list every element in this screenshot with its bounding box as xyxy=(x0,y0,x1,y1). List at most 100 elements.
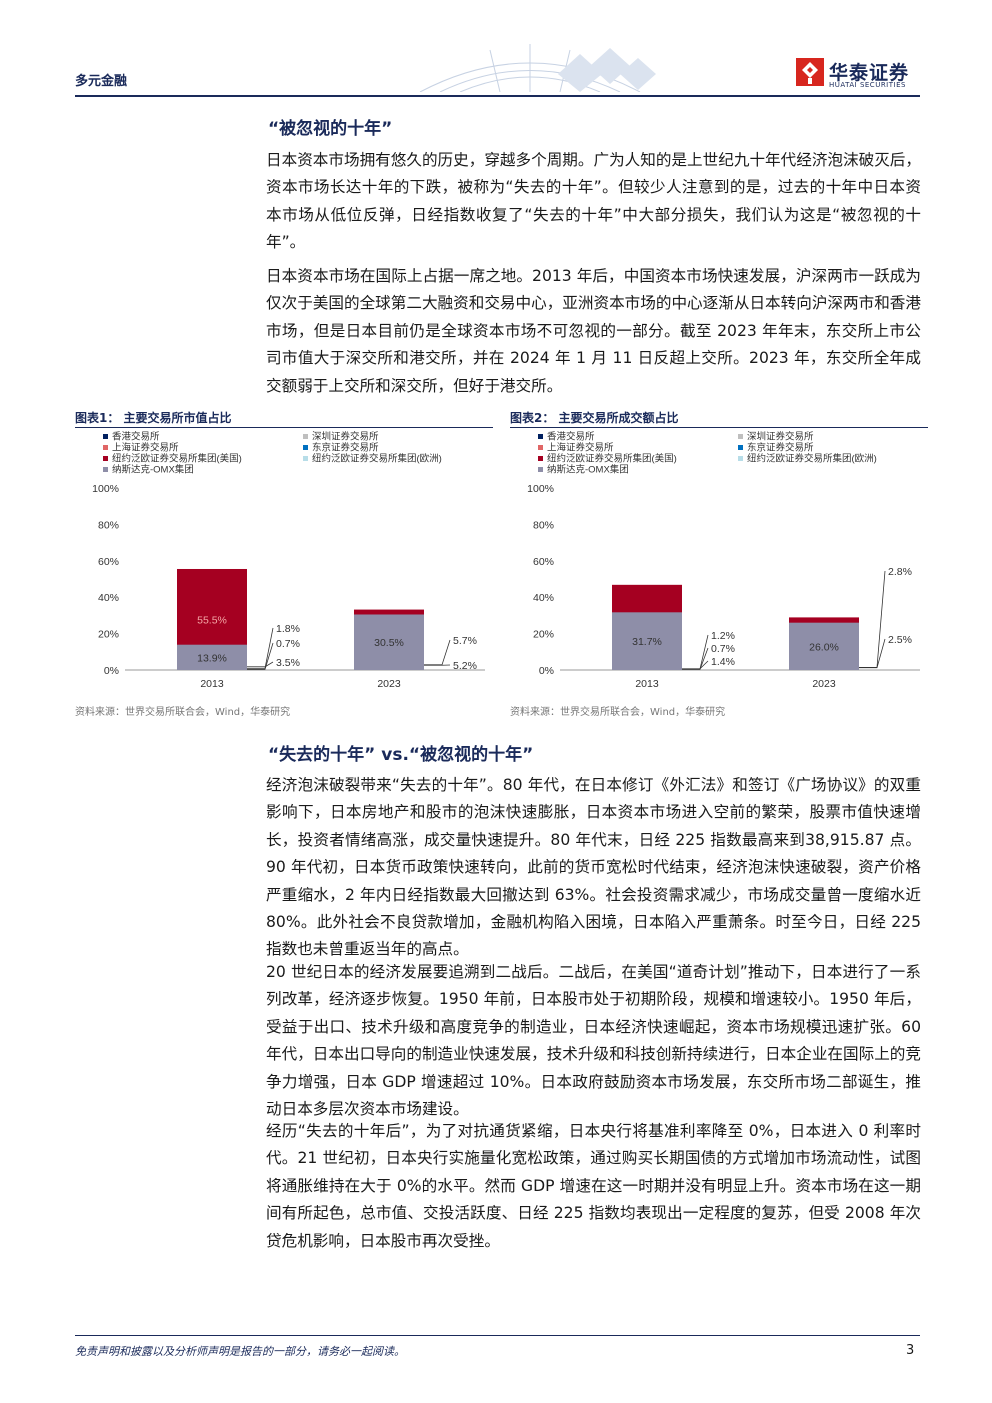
x-tick-label-0: 2013 xyxy=(200,678,224,690)
paragraph-1: 日本资本市场拥有悠久的历史，穿越多个周期。广为人知的是上世纪九十年代经济泡沫破灭… xyxy=(266,151,921,252)
bar-2013-6 xyxy=(612,612,682,670)
legend-item-2: 上海证券交易所 xyxy=(103,442,179,454)
y-tick-label-3: 60% xyxy=(98,556,119,568)
legend-label-4: 纽约泛欧证券交易所集团(美国) xyxy=(112,453,242,465)
callout-line-2013-2 xyxy=(682,634,709,670)
footer-rule xyxy=(75,1335,920,1336)
figure-2-title: 图表2： 主要交易所成交额占比 xyxy=(510,408,928,428)
legend-item-1: 深圳证券交易所 xyxy=(738,431,814,443)
data-label-2013-4: 55.5% xyxy=(197,614,227,626)
y-tick-label-5: 100% xyxy=(92,483,119,495)
x-tick-label-1: 2023 xyxy=(812,678,836,690)
figure-1-market-cap-share: 图表1： 主要交易所市值占比 香港交易所 深圳证券交易所上海证券交易所 东京证券交易… xyxy=(75,408,493,690)
paragraph-5: 经历“失去的十年后”，为了对抗通货紧缩，日本央行将基准利率降至 0%，日本进入 … xyxy=(266,1122,921,1250)
callout-line-2023-5 xyxy=(859,570,886,668)
y-tick-label-2: 40% xyxy=(533,592,554,604)
callout-label-2023-1: 5.7% xyxy=(453,635,477,647)
callout-line-2013-1 xyxy=(682,647,709,670)
legend-item-0: 香港交易所 xyxy=(103,431,160,443)
callout-label-2013-0: 1.4% xyxy=(711,656,735,668)
header-rule xyxy=(75,95,920,97)
logo-text-cn: 华泰证券 xyxy=(829,62,910,84)
logo-text-en: HUATAI SECURITIES xyxy=(829,81,906,89)
legend-swatch-6 xyxy=(103,467,108,472)
bar-2023-6 xyxy=(789,622,859,670)
legend-item-4: 纽约泛欧证券交易所集团(美国) xyxy=(538,453,677,465)
legend-item-5: 纽约泛欧证券交易所集团(欧洲) xyxy=(738,453,877,465)
section-title-neglected-decade: “被忽视的十年” xyxy=(268,119,393,139)
bar-2023-6 xyxy=(354,614,424,670)
legend-label-1: 深圳证券交易所 xyxy=(312,431,379,443)
callout-line-2013-2 xyxy=(247,627,274,669)
data-label-2013-6: 13.9% xyxy=(197,652,227,664)
callout-label-2023-5: 2.8% xyxy=(888,566,912,578)
y-tick-label-3: 60% xyxy=(533,556,554,568)
huatai-logo: 华泰证券 HUATAI SECURITIES xyxy=(796,58,924,92)
legend-label-1: 深圳证券交易所 xyxy=(747,431,814,443)
legend-swatch-2 xyxy=(538,445,543,450)
legend-swatch-0 xyxy=(538,434,543,439)
footer-disclaimer: 免责声明和披露以及分析师声明是报告的一部分，请务必一起阅读。 xyxy=(75,1345,405,1358)
y-tick-label-1: 20% xyxy=(533,629,554,641)
legend-item-5: 纽约泛欧证券交易所集团(欧洲) xyxy=(303,453,442,465)
legend-label-6: 纳斯达克-OMX集团 xyxy=(547,464,629,476)
legend-label-2: 上海证券交易所 xyxy=(547,442,614,454)
callout-label-2013-2: 1.2% xyxy=(711,630,735,642)
callout-label-2013-0: 3.5% xyxy=(276,657,300,669)
y-tick-label-0: 0% xyxy=(104,665,119,677)
legend-swatch-4 xyxy=(103,456,108,461)
legend-swatch-3 xyxy=(303,445,308,450)
callout-label-2013-1: 0.7% xyxy=(276,638,300,650)
callout-line-2023-1 xyxy=(424,639,451,666)
paragraph-4: 20 世纪日本的经济发展要追溯到二战后。二战后，在美国“道奇计划”推动下，日本进… xyxy=(266,963,921,1119)
data-label-2013-6: 31.7% xyxy=(632,636,662,648)
callout-label-2013-1: 0.7% xyxy=(711,643,735,655)
figure-2-source: 资料来源：世界交易所联合会，Wind，华泰研究 xyxy=(510,707,726,718)
legend-label-6: 纳斯达克-OMX集团 xyxy=(112,464,194,476)
paragraph-3: 经济泡沫破裂带来“失去的十年”。80 年代，在日本修订《外汇法》和签订《广场协议… xyxy=(266,776,921,959)
legend-label-3: 东京证券交易所 xyxy=(747,442,814,454)
data-label-2023-6: 30.5% xyxy=(374,637,404,649)
header-globe-decoration xyxy=(419,44,656,92)
y-tick-label-0: 0% xyxy=(539,665,554,677)
callout-line-2013-1 xyxy=(247,642,274,670)
legend-swatch-2 xyxy=(103,445,108,450)
legend-swatch-1 xyxy=(303,434,308,439)
header-section-label: 多元金融 xyxy=(75,74,128,89)
legend-swatch-5 xyxy=(303,456,308,461)
legend-label-5: 纽约泛欧证券交易所集团(欧洲) xyxy=(747,453,877,465)
legend-swatch-3 xyxy=(738,445,743,450)
legend-item-6: 纳斯达克-OMX集团 xyxy=(103,464,194,476)
callout-label-2013-2: 1.8% xyxy=(276,623,300,635)
section-title-lost-vs-neglected: “失去的十年” vs.“被忽视的十年” xyxy=(268,745,534,765)
y-tick-label-5: 100% xyxy=(527,483,554,495)
legend-swatch-0 xyxy=(103,434,108,439)
y-tick-label-4: 80% xyxy=(98,519,119,531)
legend-label-2: 上海证券交易所 xyxy=(112,442,179,454)
legend-label-3: 东京证券交易所 xyxy=(312,442,379,454)
callout-label-2023-0: 5.2% xyxy=(453,660,477,672)
data-label-2023-6: 26.0% xyxy=(809,641,839,653)
legend-swatch-5 xyxy=(738,456,743,461)
legend-item-1: 深圳证券交易所 xyxy=(303,431,379,443)
legend-item-3: 东京证券交易所 xyxy=(738,442,814,454)
figure-1-title: 图表1： 主要交易所市值占比 xyxy=(75,408,493,428)
page-number: 3 xyxy=(906,1343,915,1358)
figure-2-turnover-share: 图表2： 主要交易所成交额占比 香港交易所 深圳证券交易所上海证券交易所 东京证券交… xyxy=(510,408,928,690)
x-tick-label-1: 2023 xyxy=(377,678,401,690)
callout-line-2013-0 xyxy=(247,661,274,668)
x-tick-label-0: 2013 xyxy=(635,678,659,690)
legend-swatch-6 xyxy=(538,467,543,472)
y-tick-label-4: 80% xyxy=(533,519,554,531)
logo-mark-icon xyxy=(796,58,824,86)
legend-item-2: 上海证券交易所 xyxy=(538,442,614,454)
legend-item-3: 东京证券交易所 xyxy=(303,442,379,454)
callout-label-2023-0: 2.5% xyxy=(888,634,912,646)
callout-line-2023-0 xyxy=(859,638,886,669)
legend-label-0: 香港交易所 xyxy=(547,431,595,443)
legend-swatch-4 xyxy=(538,456,543,461)
paragraph-2: 日本资本市场在国际上占据一席之地。2013 年后，中国资本市场快速发展，沪深两市… xyxy=(266,267,921,395)
legend-label-4: 纽约泛欧证券交易所集团(美国) xyxy=(547,453,677,465)
